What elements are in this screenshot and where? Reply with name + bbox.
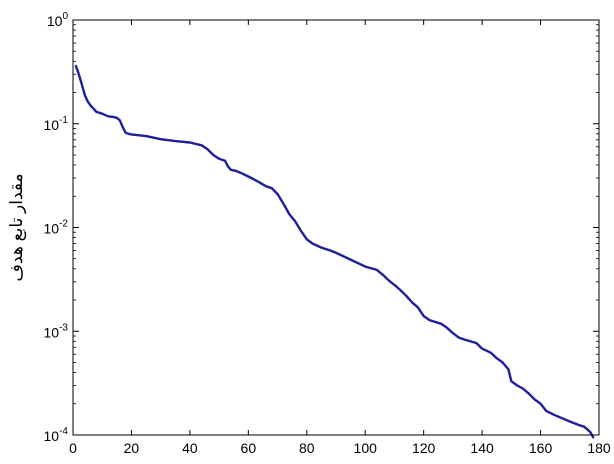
axis-ticks bbox=[72, 19, 600, 436]
x-tick-label: 100 bbox=[354, 440, 378, 456]
y-tick-label: 10-3 bbox=[44, 322, 69, 340]
x-tick-label: 80 bbox=[299, 440, 315, 456]
x-tick-label: 60 bbox=[241, 440, 257, 456]
y-tick-label: 100 bbox=[47, 11, 69, 29]
series-line bbox=[74, 64, 595, 439]
y-axis-label: مقدار تابع هدف bbox=[7, 173, 27, 281]
tick-labels: 0 20 40 60 80 100 120 140 160 180 100 10-1 10-2 10-3 1… bbox=[44, 11, 611, 456]
y-tick-label: 10-2 bbox=[44, 219, 69, 237]
plot-frame bbox=[72, 19, 600, 436]
x-tick-label: 160 bbox=[529, 440, 553, 456]
y-tick-label: 10-4 bbox=[44, 426, 69, 444]
x-tick-label: 20 bbox=[124, 440, 140, 456]
y-tick-label: 10-1 bbox=[44, 115, 69, 133]
x-tick-label: 0 bbox=[69, 440, 77, 456]
x-tick-label: 180 bbox=[587, 440, 611, 456]
plot-area bbox=[72, 19, 600, 439]
x-tick-label: 140 bbox=[470, 440, 494, 456]
x-tick-label: 40 bbox=[182, 440, 198, 456]
x-tick-label: 120 bbox=[412, 440, 436, 456]
